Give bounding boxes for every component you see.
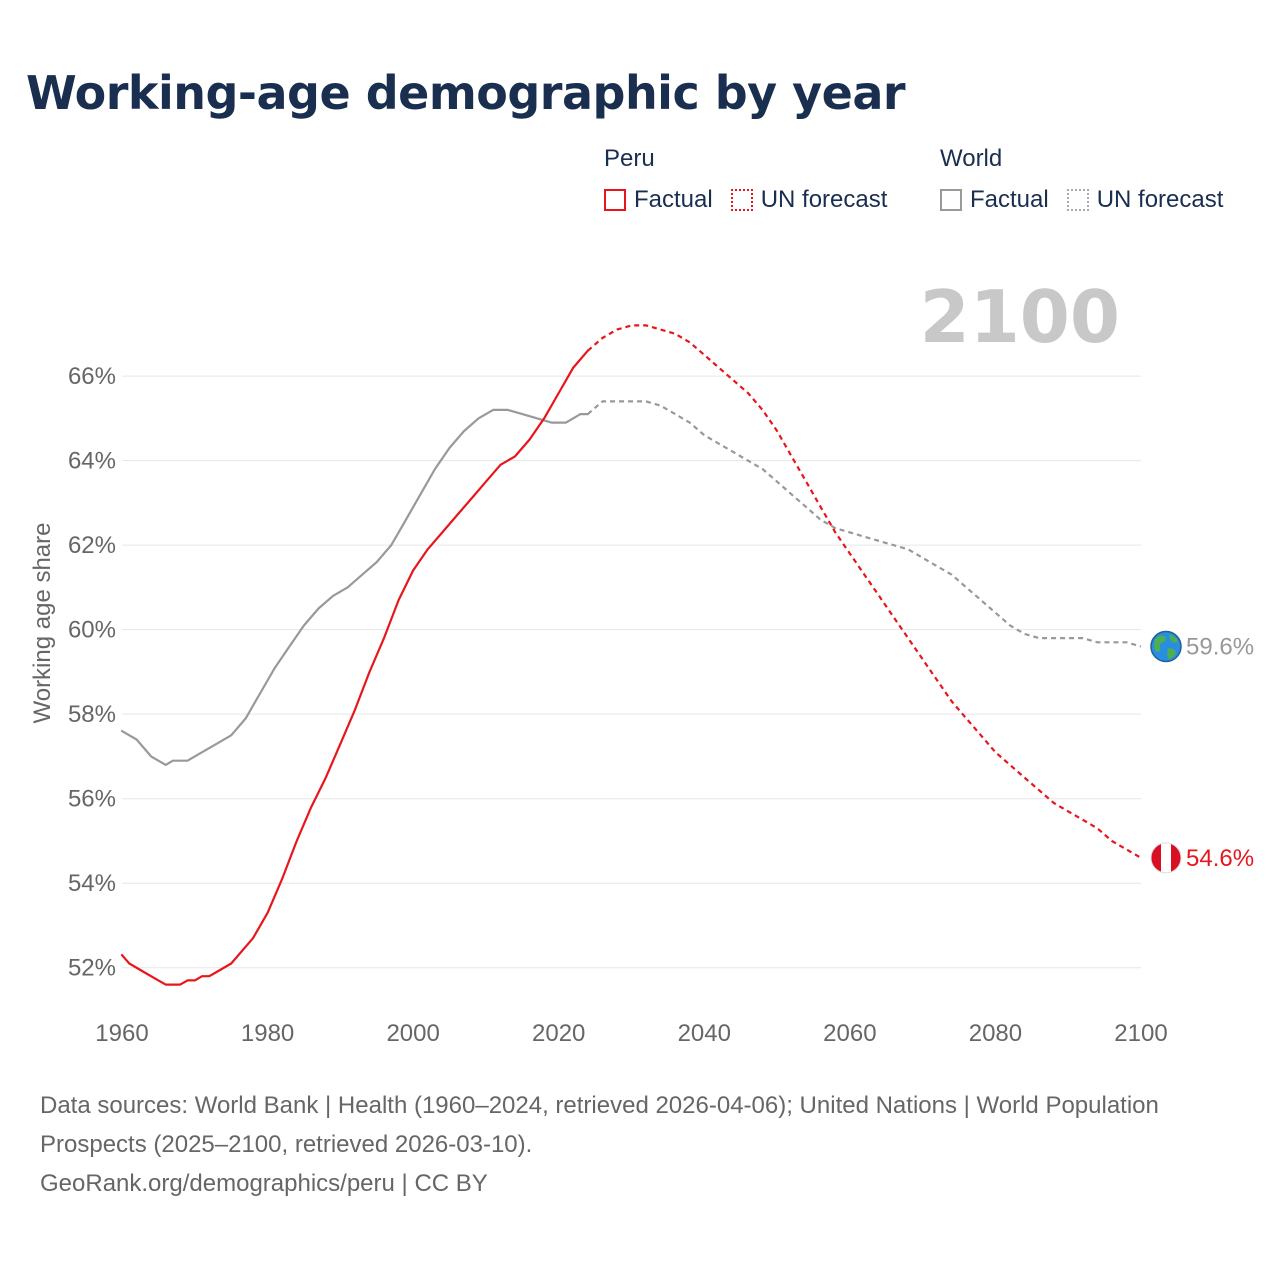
y-axis-label: Working age share [29, 523, 56, 724]
y-tick-label: 66% [68, 363, 116, 390]
legend-world-forecast-swatch [1066, 189, 1089, 211]
series-peru-factual [120, 349, 589, 986]
legend-world-factual-swatch [940, 189, 962, 211]
footer-credit[interactable]: GeoRank.org/demographics/peru | CC BY [40, 1170, 488, 1197]
legend-peru-forecast-label: UN forecast [760, 186, 888, 213]
y-tick-label: 62% [68, 532, 116, 559]
footer-sources: Data sources: World Bank | Health (1960–… [40, 1092, 1159, 1158]
end-labels: 59.6% 54.6% [1150, 630, 1254, 874]
legend-world-forecast-label: UN forecast [1096, 186, 1224, 213]
peru-flag-icon [1150, 842, 1182, 874]
x-tick-label: 2100 [1114, 1020, 1167, 1047]
x-tick-label: 2020 [532, 1020, 585, 1047]
y-tick-label: 56% [68, 786, 116, 813]
footer: Data sources: World Bank | Health (1960–… [40, 1086, 1220, 1203]
line-chart: 2100 52% 54% 56% 58% 60% 62% 64% 66% 1960 1980 20… [29, 275, 1254, 1047]
x-tick-label: 2040 [678, 1020, 731, 1047]
x-tick-label: 2080 [969, 1020, 1022, 1047]
y-axis-ticks: 52% 54% 56% 58% 60% 62% 64% 66% [68, 363, 116, 982]
x-tick-label: 2000 [386, 1020, 439, 1047]
legend-world-forecast[interactable]: UN forecast [1066, 186, 1224, 214]
legend-world-factual-label: Factual [970, 186, 1049, 213]
end-label-peru: 54.6% [1186, 845, 1254, 872]
end-label-world: 59.6% [1186, 634, 1254, 661]
series-world-forecast [587, 400, 1142, 648]
y-tick-label: 60% [68, 617, 116, 644]
x-tick-label: 2060 [823, 1020, 876, 1047]
legend-peru-factual-label: Factual [634, 186, 713, 213]
x-tick-label: 1980 [241, 1020, 294, 1047]
page-title: Working-age demographic by year [26, 66, 906, 120]
y-tick-label: 54% [68, 870, 116, 897]
legend-peru: Peru Factual UN forecast [604, 144, 887, 214]
series-world-factual [120, 408, 589, 766]
legend-peru-forecast[interactable]: UN forecast [730, 186, 888, 214]
y-tick-label: 52% [68, 955, 116, 982]
legend-peru-factual-swatch [604, 189, 626, 211]
series-peru-forecast [587, 324, 1142, 859]
gridlines [122, 375, 1141, 969]
x-axis-ticks: 1960 1980 2000 2020 2040 2060 2080 2100 [95, 1020, 1167, 1047]
legend-world-title: World [940, 145, 1003, 172]
legend-world: World Factual UN forecast [940, 144, 1223, 214]
x-tick-label: 1960 [95, 1020, 148, 1047]
globe-icon [1150, 630, 1182, 663]
legend-peru-factual[interactable]: Factual [604, 186, 713, 214]
legend-peru-forecast-swatch [730, 189, 753, 211]
series-lines [120, 324, 1142, 986]
y-tick-label: 58% [68, 701, 116, 728]
legend-peru-title: Peru [604, 145, 655, 172]
current-year-label: 2100 [920, 275, 1120, 359]
y-tick-label: 64% [68, 448, 116, 475]
legend-world-factual[interactable]: Factual [940, 186, 1049, 214]
